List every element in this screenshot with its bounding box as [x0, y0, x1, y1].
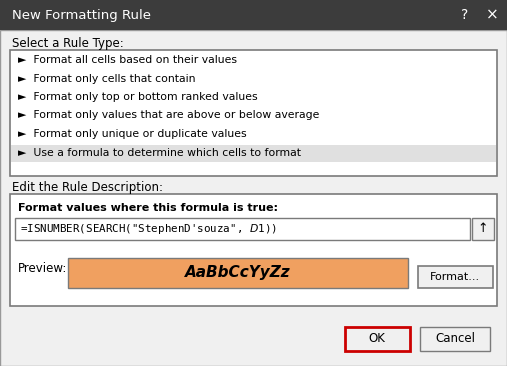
FancyBboxPatch shape [418, 266, 493, 288]
Text: AaBbCcYyZz: AaBbCcYyZz [185, 265, 291, 280]
Text: ►  Format only values that are above or below average: ► Format only values that are above or b… [18, 111, 319, 120]
Text: ×: × [486, 7, 498, 22]
Text: ►  Format only unique or duplicate values: ► Format only unique or duplicate values [18, 129, 246, 139]
Text: OK: OK [369, 332, 385, 346]
FancyBboxPatch shape [11, 145, 496, 161]
Text: ?: ? [461, 8, 468, 22]
Text: Preview:: Preview: [18, 262, 67, 276]
Text: Format values where this formula is true:: Format values where this formula is true… [18, 203, 278, 213]
FancyBboxPatch shape [0, 0, 507, 30]
FancyBboxPatch shape [68, 258, 408, 288]
Text: Edit the Rule Description:: Edit the Rule Description: [12, 182, 163, 194]
FancyBboxPatch shape [10, 50, 497, 176]
Text: ↑: ↑ [478, 223, 488, 235]
FancyBboxPatch shape [472, 218, 494, 240]
Text: New Formatting Rule: New Formatting Rule [12, 8, 151, 22]
FancyBboxPatch shape [0, 30, 507, 366]
Text: Cancel: Cancel [435, 332, 475, 346]
Text: =ISNUMBER(SEARCH("StephenD'souza", $D$1)): =ISNUMBER(SEARCH("StephenD'souza", $D$1)… [20, 222, 277, 236]
Text: ►  Format only cells that contain: ► Format only cells that contain [18, 74, 196, 83]
FancyBboxPatch shape [420, 327, 490, 351]
Text: ►  Format only top or bottom ranked values: ► Format only top or bottom ranked value… [18, 92, 258, 102]
Text: Format...: Format... [430, 272, 480, 282]
Text: Select a Rule Type:: Select a Rule Type: [12, 37, 124, 49]
FancyBboxPatch shape [15, 218, 470, 240]
FancyBboxPatch shape [345, 327, 410, 351]
Text: ►  Use a formula to determine which cells to format: ► Use a formula to determine which cells… [18, 147, 301, 157]
FancyBboxPatch shape [10, 194, 497, 306]
Text: ►  Format all cells based on their values: ► Format all cells based on their values [18, 55, 237, 65]
